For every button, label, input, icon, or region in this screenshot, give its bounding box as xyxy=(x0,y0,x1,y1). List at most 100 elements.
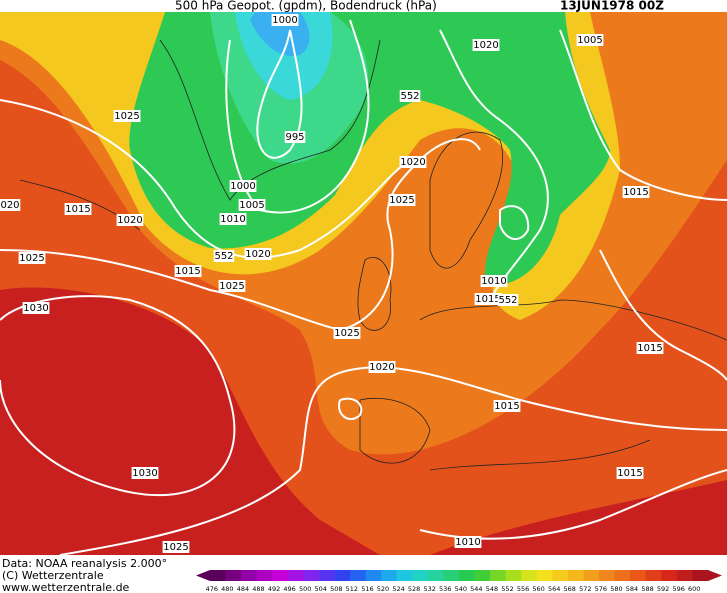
footer-website: www.wetterzentrale.de xyxy=(2,581,130,593)
colorbar-label: 556 xyxy=(517,585,529,593)
colorbar-label: 600 xyxy=(688,585,700,593)
colorbar-label: 476 xyxy=(206,585,218,593)
isobar xyxy=(0,295,236,497)
isobar-label-box xyxy=(0,199,21,211)
colorbar-swatch xyxy=(443,570,460,581)
isobar-label-box xyxy=(368,361,396,373)
isobar-label-box xyxy=(116,214,144,226)
isobar xyxy=(0,99,411,259)
colorbar-end xyxy=(708,570,722,581)
isobar-label: 1015 xyxy=(494,401,519,412)
colorbar-label: 568 xyxy=(564,585,576,593)
isobar-label: 1020 xyxy=(400,157,425,168)
isobar-label: 1020 xyxy=(245,249,270,260)
isobar-label: 1025 xyxy=(114,111,139,122)
isobar-label: 1015 xyxy=(65,204,90,215)
colorbar-swatch xyxy=(661,570,678,581)
isobars xyxy=(0,19,727,555)
colorbar-label: 516 xyxy=(361,585,373,593)
colorbar-swatch xyxy=(490,570,507,581)
isobar xyxy=(256,29,303,159)
isobar-label: 1025 xyxy=(163,542,188,553)
isobar-label-box xyxy=(113,110,141,122)
colorbar-swatch xyxy=(552,570,569,581)
colorbar-label: 564 xyxy=(548,585,560,593)
isobar-labels: 1000 1020 1005 1025 552 995 1020 1000 1005 1025 10… xyxy=(0,14,664,553)
colorbar-label: 500 xyxy=(299,585,311,593)
field-dark-red xyxy=(0,287,380,555)
colorbar-label: 492 xyxy=(268,585,280,593)
isobar-label: 1025 xyxy=(334,328,359,339)
isobar-label: 1015 xyxy=(623,187,648,198)
isobar-label-box xyxy=(64,203,92,215)
isobar-label-box xyxy=(284,131,306,143)
isobar xyxy=(499,205,530,240)
colorbar: 476 480 484 488 492 496 500 504 508 512 516 520 524 5… xyxy=(196,570,722,593)
isobar-label-box xyxy=(474,293,502,305)
colorbar-end xyxy=(196,570,210,581)
isobar-label-box xyxy=(480,275,508,287)
isobar-label-box xyxy=(219,213,247,225)
isobar-label: 552 xyxy=(214,251,233,262)
isobar-label-box xyxy=(399,156,427,168)
colorbar-label: 584 xyxy=(626,585,638,593)
colorbar-swatch xyxy=(459,570,476,581)
isobar-label-box xyxy=(622,186,650,198)
colorbar-label: 524 xyxy=(392,585,404,593)
isobar-label: 1020 xyxy=(117,215,142,226)
colorbar-label: 580 xyxy=(610,585,622,593)
colorbar-label: 532 xyxy=(423,585,435,593)
coastline xyxy=(429,439,651,471)
map-field: 1000 1020 1005 1025 552 995 1020 1000 1005 1025 10… xyxy=(0,12,727,555)
isobar xyxy=(599,249,727,381)
colorbar-label: 488 xyxy=(252,585,264,593)
coastline xyxy=(159,39,381,201)
isobar-label-box xyxy=(454,536,482,548)
isobar-label-box xyxy=(162,541,190,553)
colorbar-swatch xyxy=(381,570,398,581)
colorbar-label: 528 xyxy=(408,585,420,593)
colorbar-swatch xyxy=(334,570,351,581)
footer-source: Data: NOAA reanalysis 2.000° xyxy=(2,557,167,570)
isobar-label: 1010 xyxy=(481,276,506,287)
colorbar-label: 536 xyxy=(439,585,451,593)
colorbar-swatch xyxy=(676,570,693,581)
colorbar-label: 512 xyxy=(346,585,358,593)
isobar-label: 1020 xyxy=(369,362,394,373)
colorbar-swatch xyxy=(210,570,227,581)
isobar-label-box xyxy=(18,252,46,264)
isobar-label-box xyxy=(388,194,416,206)
colorbar-label: 576 xyxy=(595,585,607,593)
map-title: 500 hPa Geopot. (gpdm), Bodendruck (hPa) xyxy=(175,0,437,13)
isobar-label-box xyxy=(493,400,521,412)
colorbar-swatch xyxy=(567,570,584,581)
isobar-label: 020 xyxy=(0,200,19,211)
colorbar-swatch xyxy=(241,570,258,581)
isobar xyxy=(59,366,727,555)
coastline xyxy=(357,257,392,331)
colorbar-label: 588 xyxy=(641,585,653,593)
footer-copyright: (C) Wetterzentrale xyxy=(2,569,104,582)
colorbar-swatch xyxy=(287,570,304,581)
isobar-label-box xyxy=(244,248,272,260)
colorbar-label: 572 xyxy=(579,585,591,593)
isobar-label: 1010 xyxy=(220,214,245,225)
colorbar-swatch xyxy=(630,570,647,581)
isobar xyxy=(338,397,363,420)
colorbar-label: 496 xyxy=(283,585,295,593)
colorbar-label: 596 xyxy=(672,585,684,593)
colorbar-label: 552 xyxy=(501,585,513,593)
isobar-label: 1005 xyxy=(577,35,602,46)
colorbar-swatch xyxy=(225,570,242,581)
isobar-label-box xyxy=(218,280,246,292)
isobar-label: 1000 xyxy=(272,15,297,26)
isobar xyxy=(559,29,727,201)
colorbar-swatch xyxy=(645,570,662,581)
coastline xyxy=(419,299,727,341)
colorbar-label: 504 xyxy=(315,585,327,593)
map-date: 13JUN1978 00Z xyxy=(560,0,664,13)
colorbar-label: 540 xyxy=(455,585,467,593)
isobar-label: 1000 xyxy=(230,181,255,192)
colorbar-swatch xyxy=(396,570,413,581)
